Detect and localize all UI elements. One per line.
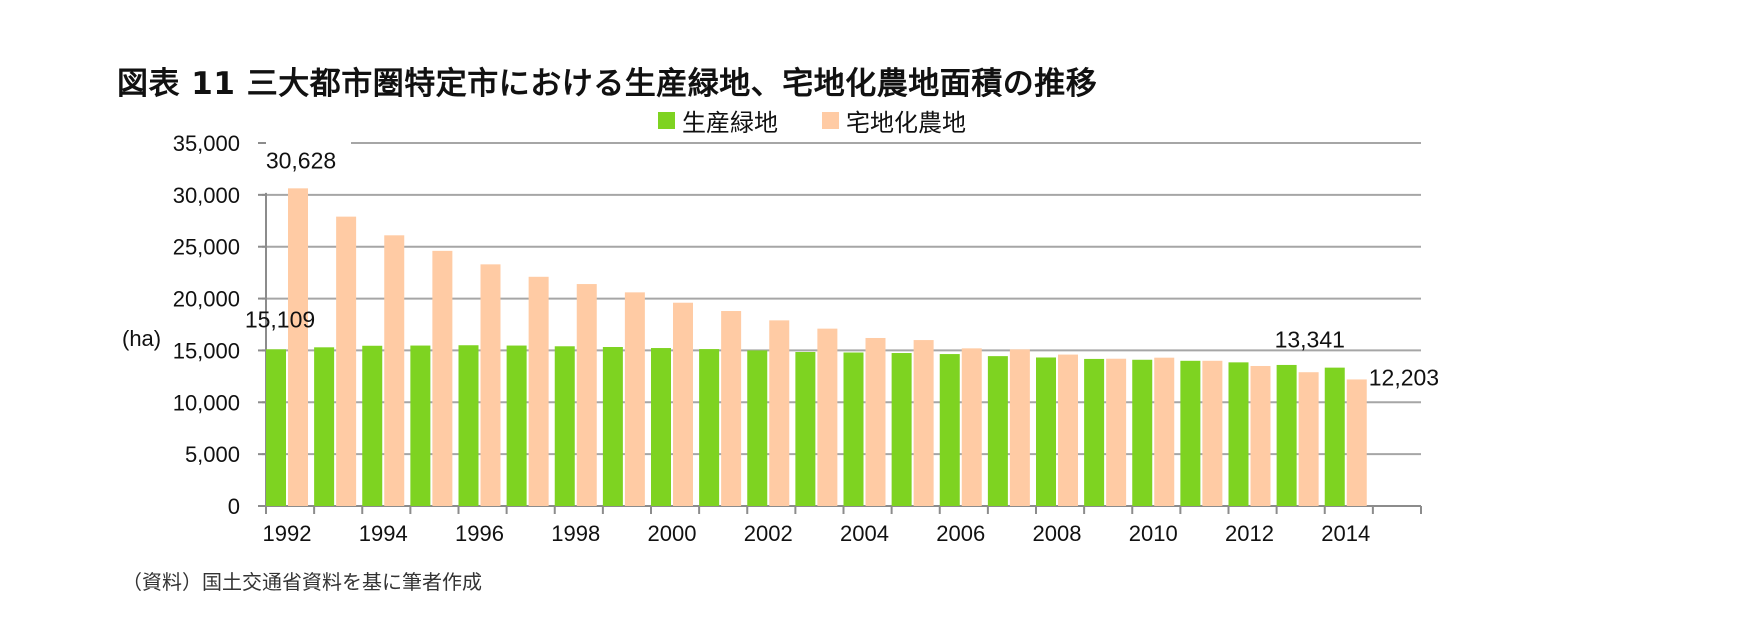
data-label: 30,628 <box>266 147 336 173</box>
bar-1994-green <box>362 345 383 506</box>
bar-2004-green <box>843 352 864 506</box>
bar-1992-green <box>266 349 286 506</box>
x-tick-label: 2012 <box>1225 521 1274 546</box>
bar-2002-peach <box>769 320 790 506</box>
bar-2010-peach <box>1154 357 1175 506</box>
bar-1998-green <box>554 346 575 506</box>
y-tick-label: 20,000 <box>173 287 240 312</box>
x-tick-label: 2008 <box>1033 521 1082 546</box>
y-tick-label: 10,000 <box>173 390 240 415</box>
bar-2003-peach <box>817 328 838 506</box>
bar-1997-green <box>506 345 527 506</box>
bar-2005-green <box>891 353 912 506</box>
x-tick-label: 1998 <box>551 521 600 546</box>
y-axis-label: (ha) <box>122 326 161 351</box>
legend-swatch-peach <box>822 112 839 129</box>
bar-2011-peach <box>1202 360 1223 506</box>
bar-1995-peach <box>432 250 453 506</box>
bar-2009-green <box>1084 358 1105 506</box>
bar-2013-green <box>1276 364 1297 506</box>
x-tick-label: 2014 <box>1321 521 1370 546</box>
y-tick-label: 35,000 <box>173 131 240 156</box>
bar-1999-green <box>602 347 623 506</box>
y-tick-label: 0 <box>228 494 240 519</box>
bar-1995-green <box>410 345 431 506</box>
bar-2013-peach <box>1298 372 1319 506</box>
legend-swatch-green <box>658 112 675 129</box>
bar-2014-peach <box>1346 379 1367 506</box>
bar-1996-green <box>458 345 479 506</box>
bar-1993-green <box>314 347 335 506</box>
bar-2007-green <box>987 356 1008 506</box>
data-label: 15,109 <box>245 306 315 332</box>
x-tick-label: 1994 <box>359 521 408 546</box>
bar-2007-peach <box>1009 349 1030 506</box>
source-note: （資料）国土交通省資料を基に筆者作成 <box>122 570 482 594</box>
bar-2002-green <box>747 350 768 506</box>
bar-2008-peach <box>1058 354 1078 506</box>
bar-1997-peach <box>528 276 549 506</box>
y-tick-label: 5,000 <box>185 442 240 467</box>
bar-1996-peach <box>480 264 501 506</box>
x-tick-label: 2010 <box>1129 521 1178 546</box>
bar-1994-peach <box>384 235 405 506</box>
bar-2000-peach <box>673 302 693 506</box>
bar-2005-peach <box>913 340 934 506</box>
x-tick-label: 2000 <box>648 521 697 546</box>
data-label: 12,203 <box>1369 364 1439 390</box>
bar-1998-peach <box>576 284 597 506</box>
x-tick-label: 2006 <box>936 521 985 546</box>
x-tick-label: 1996 <box>455 521 504 546</box>
y-tick-label: 25,000 <box>173 235 240 260</box>
bar-2004-peach <box>865 337 886 506</box>
bar-2014-green <box>1324 367 1345 506</box>
x-tick-label: 2004 <box>840 521 889 546</box>
y-tick-label: 15,000 <box>173 338 240 363</box>
bar-2008-green <box>1036 357 1056 506</box>
bar-2012-peach <box>1250 365 1271 506</box>
x-tick-label: 2002 <box>744 521 793 546</box>
bar-2001-peach <box>721 311 742 506</box>
bar-1993-peach <box>336 216 357 506</box>
bar-1999-peach <box>624 292 645 506</box>
data-label: 13,341 <box>1275 327 1345 353</box>
bar-2001-green <box>699 349 720 506</box>
bar-2009-peach <box>1106 358 1127 506</box>
bar-2006-peach <box>961 348 982 506</box>
legend-label: 生産緑地 <box>682 109 778 137</box>
bar-2000-green <box>651 348 671 506</box>
legend-label: 宅地化農地 <box>846 109 966 137</box>
bar-2010-green <box>1132 359 1153 506</box>
x-tick-label: 1992 <box>263 521 312 546</box>
chart-title: 図表 11 三大都市圏特定市における生産緑地、宅地化農地面積の推移 <box>117 66 1098 102</box>
bar-2006-green <box>939 354 960 506</box>
bar-2012-green <box>1228 362 1249 506</box>
y-tick-label: 30,000 <box>173 183 240 208</box>
bar-2011-green <box>1180 360 1201 506</box>
bar-1992-peach <box>288 188 308 507</box>
bar-2003-green <box>795 351 816 506</box>
